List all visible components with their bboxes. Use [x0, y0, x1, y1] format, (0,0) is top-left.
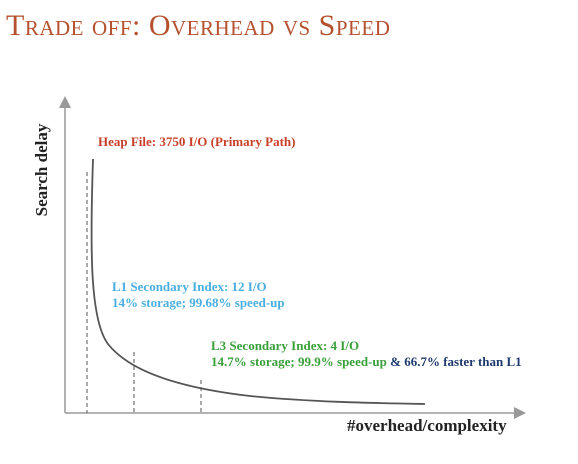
l1-index-detail: 14% storage; 99.68% speed-up — [112, 295, 285, 310]
l3-index-annotation: L3 Secondary Index: 4 I/O 14.7% storage;… — [211, 338, 522, 370]
l1-index-title: L1 Secondary Index: 12 I/O — [112, 279, 267, 294]
l3-index-detail: 14.7% storage; 99.9% speed-up — [211, 354, 387, 369]
tradeoff-curve — [90, 158, 426, 405]
l3-vs-l1-comparison: & 66.7% faster than L1 — [386, 354, 522, 369]
x-axis-label: #overhead/complexity — [347, 416, 507, 435]
y-axis-label: Search delay — [32, 123, 51, 217]
l1-index-annotation: L1 Secondary Index: 12 I/O 14% storage; … — [112, 279, 285, 311]
heap-file-text: Heap File: 3750 I/O (Primary Path) — [98, 134, 296, 149]
l3-index-title: L3 Secondary Index: 4 I/O — [211, 338, 360, 353]
slide-title: Trade off: Overhead vs Speed — [6, 9, 391, 42]
l3-index-detail-row: 14.7% storage; 99.9% speed-up & 66.7% fa… — [211, 354, 522, 370]
heap-file-annotation: Heap File: 3750 I/O (Primary Path) — [98, 134, 296, 150]
